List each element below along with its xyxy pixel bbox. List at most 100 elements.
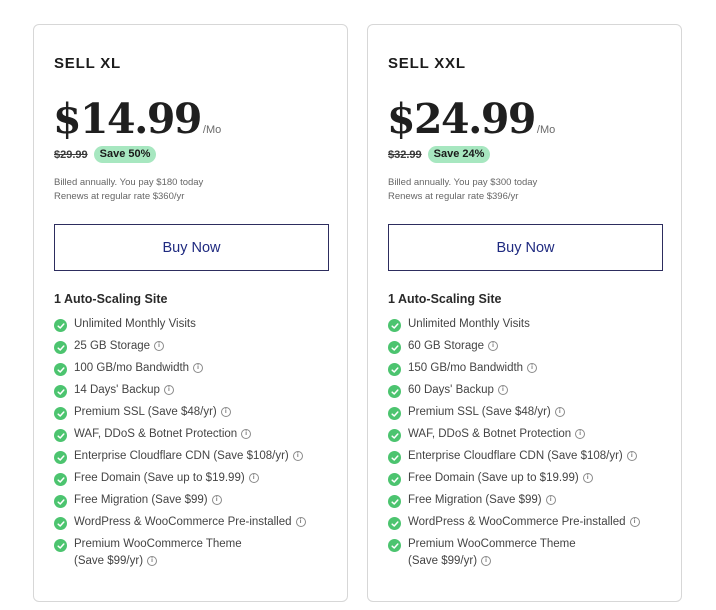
check-circle-icon [54,341,67,354]
feature-item: 150 GB/mo Bandwidth i [388,362,673,384]
buy-now-button[interactable]: Buy Now [388,224,663,271]
info-icon[interactable]: i [545,494,556,505]
check-circle-icon [54,429,67,442]
info-icon[interactable]: i [241,428,252,439]
info-icon[interactable]: i [147,555,158,566]
feature-text: WordPress & WooCommerce Pre-installed i [74,514,306,531]
original-price: $29.99 [54,148,88,161]
feature-text: Premium SSL (Save $48/yr) i [408,404,565,421]
check-circle-icon [388,341,401,354]
feature-item: 14 Days' Backup i [54,384,339,406]
feature-list: Unlimited Monthly Visits 25 GB Storage i 10… [54,318,339,578]
check-circle-icon [388,451,401,464]
info-icon[interactable]: i [163,384,174,395]
feature-label: WAF, DDoS & Botnet Protection [74,428,238,440]
info-icon[interactable]: i [582,472,593,483]
feature-label: WordPress & WooCommerce Pre-installed [74,516,292,528]
feature-text: Enterprise Cloudflare CDN (Save $108/yr)… [408,448,637,465]
info-icon[interactable]: i [488,340,499,351]
feature-label: Enterprise Cloudflare CDN (Save $108/yr) [74,450,289,462]
feature-item: Free Domain (Save up to $19.99) i [54,472,339,494]
info-icon[interactable]: i [292,450,303,461]
info-icon[interactable]: i [154,340,165,351]
feature-text: Enterprise Cloudflare CDN (Save $108/yr)… [74,448,303,465]
info-icon[interactable]: i [248,472,259,483]
check-circle-icon [54,385,67,398]
feature-text: WAF, DDoS & Botnet Protection i [408,426,586,443]
discount-row: $29.99 Save 50% [54,146,157,163]
plan-card-sell-xxl: SELL XXL $24.99 /Mo $32.99 Save 24% Bill… [367,24,682,602]
billing-line: Billed annually. You pay $300 today [388,177,538,188]
feature-text: WordPress & WooCommerce Pre-installed i [408,514,640,531]
discount-row: $32.99 Save 24% [388,146,491,163]
feature-item: Enterprise Cloudflare CDN (Save $108/yr)… [388,450,673,472]
feature-item: WAF, DDoS & Botnet Protection i [54,428,339,450]
feature-text: Free Migration (Save $99) i [408,492,556,509]
feature-label: Unlimited Monthly Visits [74,318,196,330]
check-circle-icon [388,429,401,442]
feature-label: Unlimited Monthly Visits [408,318,530,330]
renewal-line: Renews at regular rate $396/yr [388,191,519,202]
price-row: $24.99 /Mo [387,97,555,141]
check-circle-icon [388,407,401,420]
check-circle-icon [54,517,67,530]
renewal-line: Renews at regular rate $360/yr [54,191,185,202]
feature-label-line2: (Save $99/yr) [408,555,478,567]
feature-item: 100 GB/mo Bandwidth i [54,362,339,384]
check-circle-icon [388,363,401,376]
feature-item: Premium SSL (Save $48/yr) i [388,406,673,428]
feature-text: Premium WooCommerce Theme (Save $99/yr) i [408,536,576,570]
feature-label: Premium WooCommerce Theme [74,538,242,550]
feature-text: 14 Days' Backup i [74,382,174,399]
feature-list: Unlimited Monthly Visits 60 GB Storage i 15… [388,318,673,578]
info-icon[interactable]: i [497,384,508,395]
feature-item: 25 GB Storage i [54,340,339,362]
check-circle-icon [388,473,401,486]
feature-item: Unlimited Monthly Visits [54,318,339,340]
check-circle-icon [388,495,401,508]
feature-text: Unlimited Monthly Visits [74,316,196,333]
info-icon[interactable]: i [220,406,231,417]
feature-text: WAF, DDoS & Botnet Protection i [74,426,252,443]
info-icon[interactable]: i [211,494,222,505]
feature-item: Free Domain (Save up to $19.99) i [388,472,673,494]
feature-item: Enterprise Cloudflare CDN (Save $108/yr)… [54,450,339,472]
check-circle-icon [388,517,401,530]
info-icon[interactable]: i [193,362,204,373]
feature-label: 14 Days' Backup [74,384,160,396]
info-icon[interactable]: i [554,406,565,417]
feature-label: WordPress & WooCommerce Pre-installed [408,516,626,528]
feature-item: WordPress & WooCommerce Pre-installed i [54,516,339,538]
check-circle-icon [54,473,67,486]
feature-text: 60 Days' Backup i [408,382,508,399]
feature-label: Enterprise Cloudflare CDN (Save $108/yr) [408,450,623,462]
feature-item: Free Migration (Save $99) i [388,494,673,516]
info-icon[interactable]: i [575,428,586,439]
check-circle-icon [54,495,67,508]
buy-now-button[interactable]: Buy Now [54,224,329,271]
feature-label: 60 Days' Backup [408,384,494,396]
feature-label: WAF, DDoS & Botnet Protection [408,428,572,440]
feature-text: Unlimited Monthly Visits [408,316,530,333]
feature-label: Premium WooCommerce Theme [408,538,576,550]
check-circle-icon [54,451,67,464]
price-period: /Mo [536,124,556,136]
plan-name: SELL XL [54,55,121,72]
info-icon[interactable]: i [626,450,637,461]
feature-label: Premium SSL (Save $48/yr) [408,406,551,418]
features-title: 1 Auto-Scaling Site [388,292,502,306]
check-circle-icon [388,385,401,398]
check-circle-icon [388,319,401,332]
info-icon[interactable]: i [527,362,538,373]
info-icon[interactable]: i [481,555,492,566]
check-circle-icon [54,363,67,376]
feature-label: 25 GB Storage [74,340,151,352]
feature-text: Premium WooCommerce Theme (Save $99/yr) i [74,536,242,570]
info-icon[interactable]: i [629,516,640,527]
savings-badge: Save 24% [427,146,491,163]
feature-item: Premium WooCommerce Theme (Save $99/yr) i [388,538,673,578]
check-circle-icon [54,319,67,332]
info-icon[interactable]: i [295,516,306,527]
feature-label: Free Domain (Save up to $19.99) [408,472,579,484]
plan-price: $24.99 [387,95,536,143]
